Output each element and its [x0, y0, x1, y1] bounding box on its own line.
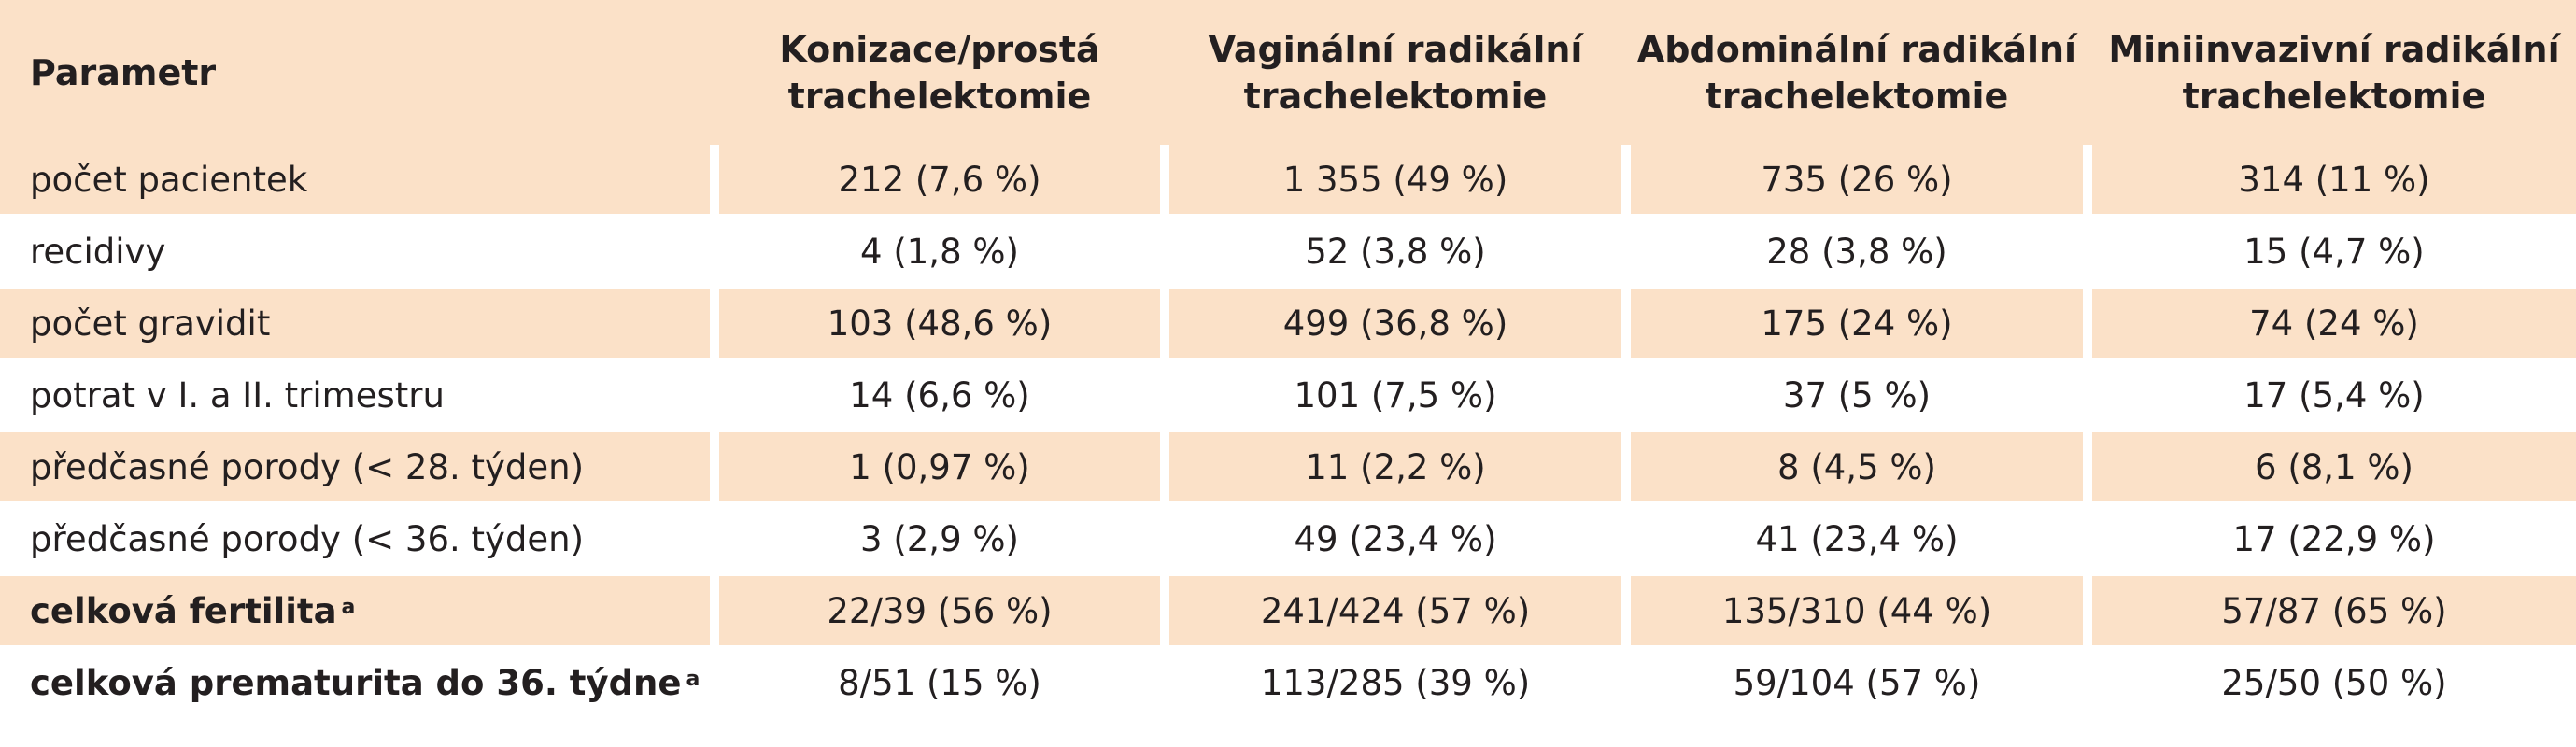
cell-conization: 4 (1,8 %) [860, 231, 1019, 272]
row-label: předčasné porody (< 28. týden) [0, 432, 710, 501]
cell-abdominal-radical: 37 (5 %) [1782, 374, 1932, 416]
cell-vaginal-radical: 241/424 (57 %) [1169, 576, 1621, 645]
cell-conization: 3 (2,9 %) [860, 518, 1019, 559]
cell-minimally-invasive-radical: 74 (24 %) [2092, 289, 2576, 358]
cell-vaginal-radical: 11 (2,2 %) [1169, 432, 1621, 501]
cell-abdominal-radical: 175 (24 %) [1631, 289, 2083, 358]
row-label: počet pacientek [0, 145, 710, 214]
cell-conization: 103 (48,6 %) [719, 289, 1160, 358]
table-header: Parametr Konizace/prostá trachelektomie … [0, 0, 2576, 145]
row-label: počet gravidit [0, 289, 710, 358]
row-label-text: celková fertilita [30, 590, 337, 631]
table-row: celková fertilita a 22/39 (56 %) 241/424 … [0, 576, 2576, 651]
footnote-marker: a [686, 667, 701, 691]
cell-vaginal-radical: 49 (23,4 %) [1294, 518, 1497, 559]
table-row: celková prematurita do 36. týdne a 8/51 (… [0, 648, 2576, 723]
cell-conization: 8/51 (15 %) [838, 662, 1041, 703]
cell-minimally-invasive-radical: 17 (22,9 %) [2232, 518, 2436, 559]
table-row: počet gravidit 103 (48,6 %) 499 (36,8 %)… [0, 289, 2576, 363]
cell-vaginal-radical: 101 (7,5 %) [1294, 374, 1497, 416]
cell-abdominal-radical: 8 (4,5 %) [1631, 432, 2083, 501]
cell-vaginal-radical: 52 (3,8 %) [1305, 231, 1486, 272]
cell-minimally-invasive-radical: 57/87 (65 %) [2092, 576, 2576, 645]
header-abdominal-radical: Abdominální radikální trachelektomie [1636, 28, 2077, 117]
cell-vaginal-radical: 499 (36,8 %) [1169, 289, 1621, 358]
cell-abdominal-radical: 735 (26 %) [1631, 145, 2083, 214]
cell-conization: 22/39 (56 %) [719, 576, 1160, 645]
row-label-text: celková prematurita do 36. týdne [30, 662, 682, 703]
table-row: počet pacientek 212 (7,6 %) 1 355 (49 %)… [0, 145, 2576, 219]
cell-minimally-invasive-radical: 15 (4,7 %) [2243, 231, 2425, 272]
header-conization: Konizace/prostá trachelektomie [779, 28, 1100, 117]
table-row: potrat v I. a II. trimestru 14 (6,6 %) 1… [0, 360, 2576, 435]
cell-minimally-invasive-radical: 25/50 (50 %) [2221, 662, 2447, 703]
table-row: recidivy 4 (1,8 %) 52 (3,8 %) 28 (3,8 %)… [0, 217, 2576, 291]
cell-conization: 1 (0,97 %) [719, 432, 1160, 501]
footnote-marker: a [341, 595, 356, 619]
cell-minimally-invasive-radical: 314 (11 %) [2092, 145, 2576, 214]
cell-abdominal-radical: 28 (3,8 %) [1766, 231, 1947, 272]
cell-abdominal-radical: 41 (23,4 %) [1755, 518, 1959, 559]
cell-conization: 14 (6,6 %) [849, 374, 1030, 416]
cell-abdominal-radical: 59/104 (57 %) [1733, 662, 1981, 703]
cell-vaginal-radical: 113/285 (39 %) [1260, 662, 1531, 703]
cell-minimally-invasive-radical: 6 (8,1 %) [2092, 432, 2576, 501]
header-minimally-invasive-radical: Miniinvazivní radikální trachelektomie [2108, 28, 2560, 117]
table-row: předčasné porody (< 28. týden) 1 (0,97 %… [0, 432, 2576, 507]
header-parameter: Parametr [30, 51, 217, 93]
cell-minimally-invasive-radical: 17 (5,4 %) [2243, 374, 2425, 416]
row-label-bold: celková prematurita do 36. týdne a [0, 648, 710, 717]
cell-vaginal-radical: 1 355 (49 %) [1169, 145, 1621, 214]
row-label: potrat v I. a II. trimestru [30, 374, 445, 416]
row-label: předčasné porody (< 36. týden) [30, 518, 585, 559]
row-label-bold: celková fertilita a [0, 576, 710, 645]
row-label: recidivy [30, 231, 166, 272]
header-vaginal-radical: Vaginální radikální trachelektomie [1208, 28, 1583, 117]
table-row: předčasné porody (< 36. týden) 3 (2,9 %)… [0, 504, 2576, 579]
cell-abdominal-radical: 135/310 (44 %) [1631, 576, 2083, 645]
cell-conization: 212 (7,6 %) [719, 145, 1160, 214]
